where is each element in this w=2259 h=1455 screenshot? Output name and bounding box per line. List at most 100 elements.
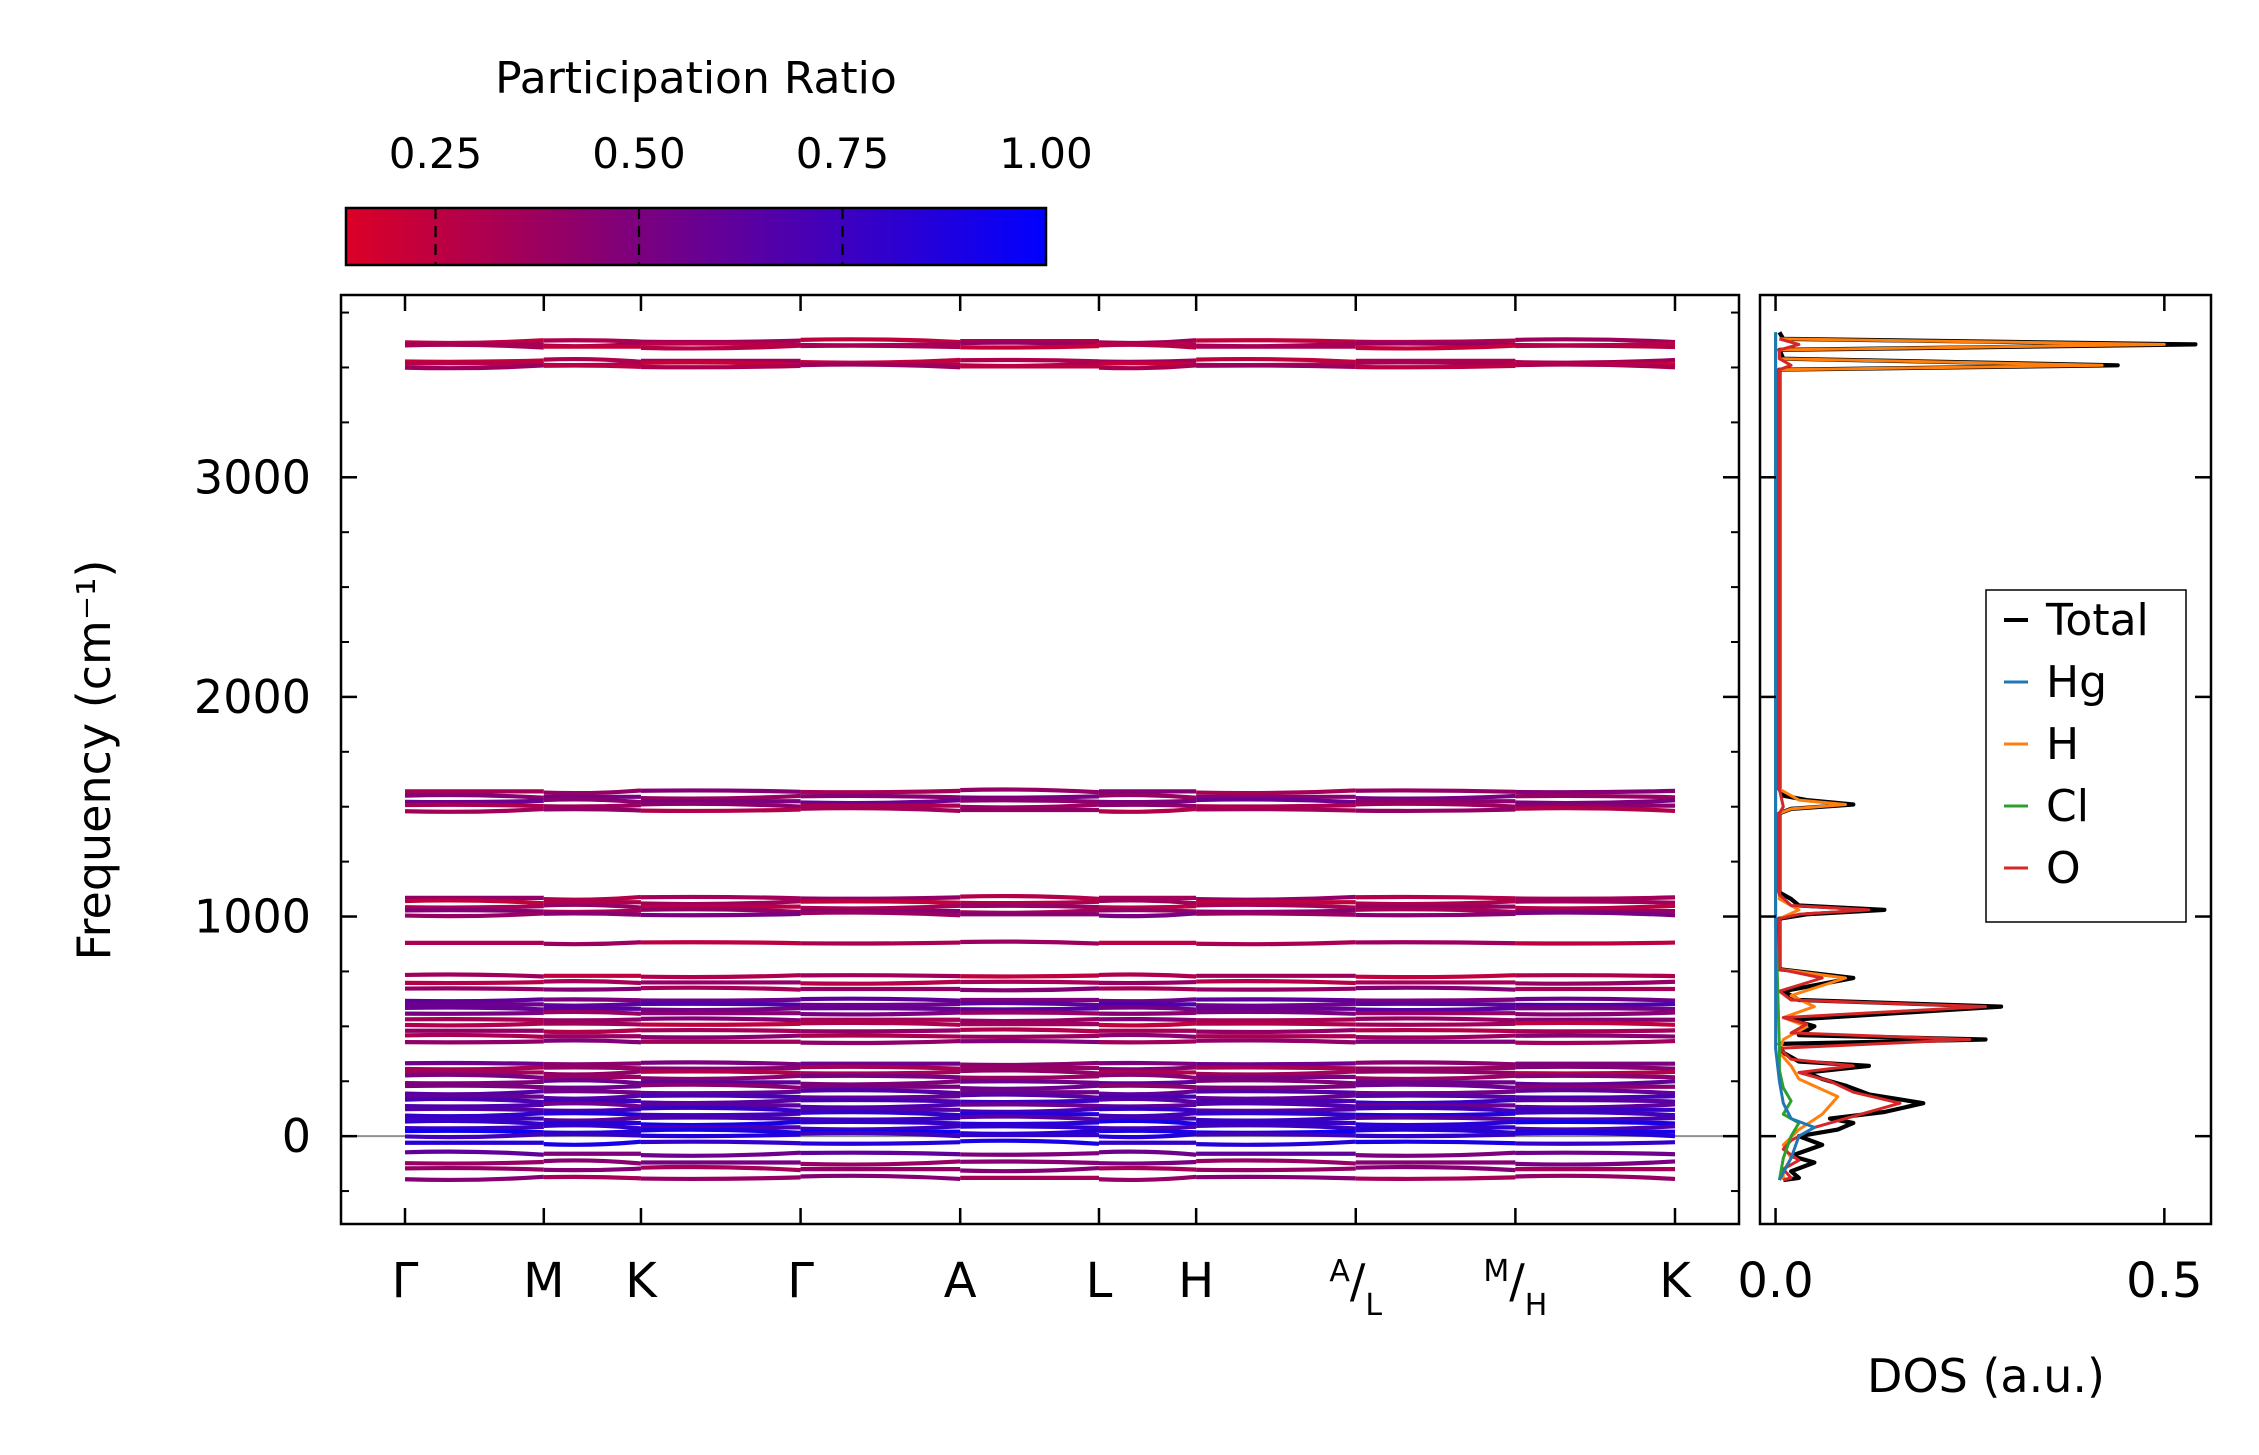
band-line [960,899,1100,906]
band-line [960,1120,1100,1127]
band-line [1515,1020,1676,1027]
band-line [640,1093,801,1100]
band-line [640,1089,801,1096]
band-line [1196,1017,1356,1023]
colorbar-gradient [344,206,1048,267]
band-line [404,904,544,910]
band-line [1196,1061,1356,1067]
band-line [640,1097,801,1106]
band-line [800,1102,961,1110]
band-line [640,801,801,809]
band-line [800,1001,961,1008]
band-line [640,793,801,801]
x-tick-label-bottom: H [1525,1288,1548,1323]
band-line [1355,1016,1516,1023]
band-line [1098,1106,1197,1113]
band-line [1355,1027,1516,1034]
band-line [800,1150,961,1157]
band-line [404,911,544,919]
x-tick-label: H [1178,1253,1214,1309]
band-line [1515,1006,1676,1012]
band-line [1515,903,1676,911]
band-line [543,807,642,813]
band-line [960,1102,1100,1109]
band-line [1355,1089,1516,1096]
x-tick-label: A [944,1253,977,1309]
band-line [1196,1027,1356,1035]
band-line [640,894,801,901]
band-line [404,802,544,809]
band-line [1355,1060,1516,1067]
legend-label-h: H [2046,719,2079,770]
band-line [1355,1119,1516,1128]
band-line [404,363,544,371]
band-line [960,1006,1100,1012]
band-line [640,973,801,980]
band-line [960,973,1100,979]
band-line [800,806,961,814]
band-line [800,903,961,911]
band-line [1196,807,1356,813]
band-line [1515,1028,1676,1034]
band-line [1355,1139,1516,1146]
band-line [800,337,961,345]
band-line [640,985,801,992]
band-line [404,1039,544,1045]
band-line [640,1105,801,1113]
band-line [404,1096,544,1105]
band-line [800,1124,961,1132]
band-line [1355,1073,1516,1082]
band-line [640,1119,801,1128]
x-tick-label: K [625,1253,658,1309]
band-line [1098,911,1197,919]
dos-x-tick-label: 0.5 [2126,1253,2202,1309]
band-line [800,793,961,800]
band-line [543,1065,642,1071]
band-line [800,940,961,946]
band-line [960,1083,1100,1091]
band-line [1196,979,1356,986]
band-line [1515,337,1676,345]
band-line [960,903,1100,910]
band-line [543,1093,642,1101]
band-line [1515,1130,1676,1139]
band-line [1196,911,1356,917]
band-line [1098,1083,1197,1090]
band-line [1196,797,1356,805]
band-line [543,1017,642,1023]
band-line [543,1038,642,1045]
band-line [960,798,1100,804]
colorbar: Participation Ratio 0.25 0.50 0.75 1.00 [344,53,1093,267]
band-line [1515,806,1676,814]
band-line [1355,807,1516,814]
band-line [640,1111,801,1118]
band-line [1355,1093,1516,1100]
band-line [404,1017,544,1023]
band-line [800,979,961,986]
band-line [404,1149,544,1157]
band-line [1515,1150,1676,1157]
band-line [640,1065,801,1071]
band-line [640,997,801,1003]
colorbar-tick-label: 0.75 [796,129,890,178]
band-line [640,1006,801,1013]
band-line [640,363,801,370]
band-line [1196,1101,1356,1109]
band-line [1515,973,1676,979]
band-line [800,1064,961,1071]
band-line [1196,1021,1356,1027]
band-line [543,1078,642,1086]
band-line [1098,1079,1197,1086]
band-line [1098,1089,1197,1097]
legend-label-hg: Hg [2046,657,2107,708]
band-line [640,1073,801,1082]
band-line [1355,997,1516,1003]
band-line [543,1009,642,1016]
band-line [543,788,642,796]
band-line [960,1092,1100,1100]
band-line [1515,1069,1676,1076]
band-line [543,911,642,917]
band-line [1355,1132,1516,1139]
band-line [1196,986,1356,992]
